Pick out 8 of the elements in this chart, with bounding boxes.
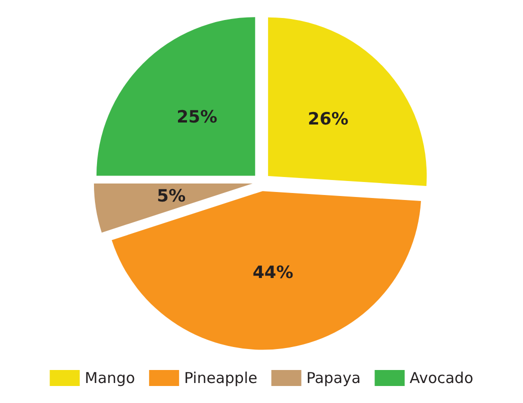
data-label: 25% bbox=[176, 108, 218, 128]
legend-label: Mango bbox=[84, 369, 136, 387]
data-label: 44% bbox=[252, 262, 294, 283]
legend-label: Papaya bbox=[306, 369, 361, 387]
legend-label: Pineapple bbox=[184, 369, 258, 387]
data-label: 26% bbox=[308, 110, 348, 130]
legend-label: Avocado bbox=[410, 369, 474, 387]
data-label: 5% bbox=[156, 186, 186, 206]
